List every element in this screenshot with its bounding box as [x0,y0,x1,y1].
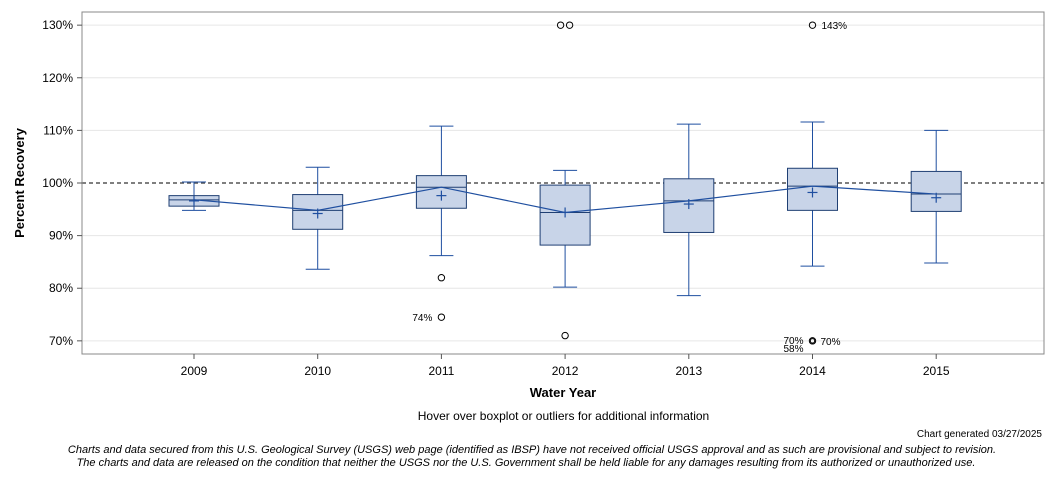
boxplot-chart: 74%143%70%58%70% 70%80%90%100%110%120%13… [12,11,1045,400]
axes-group: 70% 80% 90% 100% 110% 120% 130% 2009 2010 2011 201… [42,18,950,378]
outlier-2011-1 [437,313,446,321]
x-tick-label-2011: 2011 [428,364,454,378]
outlier-2011-0 [437,274,446,282]
disclaimer-line-2: The charts and data are released on the … [76,457,976,469]
outlier-2012-2 [561,331,569,340]
outlier-overlap-2014 [809,338,816,344]
y-tick-label-80: 80% [49,281,73,295]
x-axis-title: Water Year [530,385,597,400]
outlier-label-2014-0: 143% [822,21,848,32]
x-tick-label-2013: 2013 [675,364,702,378]
plot-frame [81,11,1045,355]
chart-generated-date: Chart generated 03/27/2025 [916,429,1042,440]
y-axis-title: Percent Recovery [12,127,27,238]
y-tick-label-90: 90% [49,229,73,243]
x-tick-label-2009: 2009 [181,364,208,378]
box-2015 [910,170,962,212]
outlier-2014-1 [808,337,817,345]
outlier-label-2011-1: 74% [412,313,432,324]
disclaimer-line-1: Charts and data secured from this U.S. G… [67,444,997,456]
x-tick-label-2012: 2012 [552,364,579,378]
y-tick-label-110: 110% [43,123,73,137]
median-connect-line [193,185,937,214]
outlier-label-left-a-2014: 70% [783,336,803,347]
boxes-group [168,121,962,297]
outlier-2014-0 [808,21,817,29]
outlier-label-left-b-2014: 58% [783,344,803,355]
x-tick-label-2010: 2010 [304,364,331,378]
mean-line-group [193,185,937,214]
x-tick-label-2015: 2015 [923,364,950,378]
y-tick-label-130: 130% [42,18,73,32]
outlier-label-right-2014: 70% [821,337,841,348]
y-tick-label-70: 70% [49,334,73,348]
outliers-group: 74%143%70%58%70% [412,21,847,355]
x-tick-label-2014: 2014 [799,364,826,378]
y-tick-label-100: 100% [42,176,73,190]
gridlines [82,24,1044,342]
outlier-2012-0 [556,21,565,29]
y-tick-label-120: 120% [42,71,73,85]
hover-note: Hover over boxplot or outliers for addit… [417,409,710,423]
box-2014 [787,167,838,211]
outlier-2012-1 [565,21,574,29]
